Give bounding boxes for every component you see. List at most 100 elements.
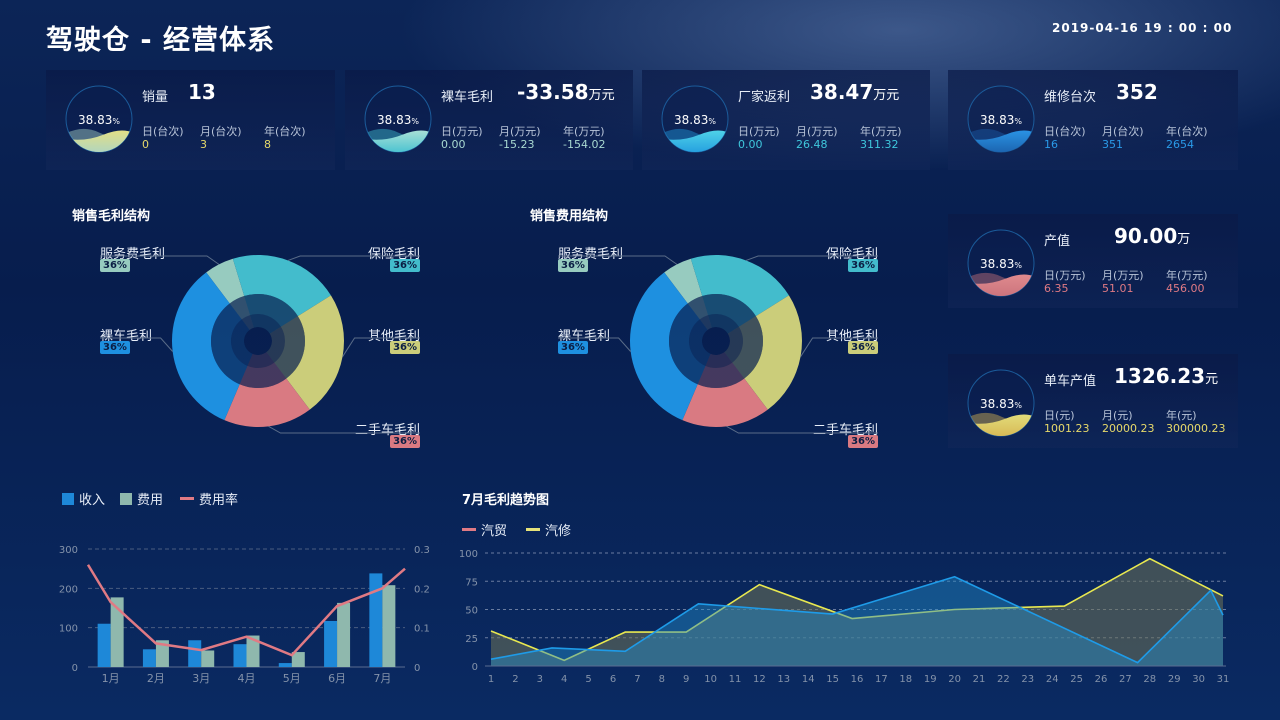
legend-label: 汽修 — [545, 524, 572, 539]
label-leader-line — [342, 337, 420, 357]
kpi-name: 单车产值 — [1044, 374, 1097, 389]
kpi-name: 产值 — [1044, 234, 1071, 249]
x-tick-label: 11 — [729, 674, 742, 685]
kpi-sub-label: 日(元) — [1044, 409, 1075, 422]
bar-cost[interactable] — [110, 597, 124, 667]
liquid-fill-gauge: 38.83% — [364, 85, 432, 153]
cost-rate-line[interactable] — [86, 564, 406, 657]
bar-cost[interactable] — [382, 585, 396, 667]
kpi-sub-label: 月(万元) — [1102, 269, 1144, 282]
pie-slice[interactable] — [206, 258, 254, 330]
bar-income[interactable] — [369, 573, 383, 667]
legend-cost[interactable]: 费用 — [120, 489, 163, 508]
x-tick-label: 8 — [659, 674, 665, 685]
kpi-sub-label: 年(台次) — [1166, 125, 1208, 138]
x-tick-label: 3 — [537, 674, 543, 685]
kpi-sub-value: 51.01 — [1102, 282, 1134, 295]
x-tick-label: 22 — [997, 674, 1010, 685]
kpi-sub-label: 年(台次) — [264, 125, 306, 138]
x-tick-label: 30 — [1192, 674, 1205, 685]
kpi-sub-value: 16 — [1044, 138, 1058, 151]
kpi-sub-label: 日(万元) — [1044, 269, 1086, 282]
bar-income[interactable] — [188, 640, 202, 667]
bar-cost[interactable] — [291, 652, 305, 667]
datetime: 2019-04-16 19 : 00 : 00 — [1052, 21, 1233, 35]
kpi-value: 38.47万元 — [810, 80, 900, 104]
pie-slice[interactable] — [690, 254, 789, 334]
line-qimao[interactable] — [490, 575, 1224, 664]
kpi-sub-label: 年(万元) — [563, 125, 605, 138]
kpi-sub-label: 月(台次) — [1102, 125, 1144, 138]
y2-tick-label: 0.1 — [414, 624, 430, 635]
bar-cost[interactable] — [155, 640, 169, 667]
kpi-sub-label: 月(万元) — [796, 125, 838, 138]
pie-slice[interactable] — [664, 258, 712, 330]
x-tick-label: 19 — [924, 674, 937, 685]
pie-label: 其他毛利 — [367, 329, 420, 344]
bar-income[interactable] — [97, 623, 111, 667]
kpi-sub-label: 月(台次) — [200, 125, 242, 138]
kpi-sub-value: -15.23 — [499, 138, 535, 151]
kpi-sub-value: 2654 — [1166, 138, 1194, 151]
legend-line — [526, 528, 540, 531]
x-tick-label: 27 — [1119, 674, 1132, 685]
x-tick-label: 10 — [704, 674, 717, 685]
pie-label: 其他毛利 — [825, 329, 878, 344]
kpi-sub-label: 日(万元) — [738, 125, 780, 138]
bar-income[interactable] — [324, 620, 338, 667]
bar-income[interactable] — [142, 649, 156, 667]
pie-badge: 36% — [390, 435, 420, 448]
kpi-sub-value: 0.00 — [738, 138, 763, 151]
pie-slice[interactable] — [266, 295, 344, 410]
x-tick-label: 4 — [561, 674, 567, 685]
pie-slice[interactable] — [724, 295, 802, 410]
pie-slice[interactable] — [630, 272, 711, 421]
pie-label: 裸车毛利 — [100, 329, 153, 344]
x-tick-label: 21 — [973, 674, 986, 685]
kpi-sub-value: 456.00 — [1166, 282, 1205, 295]
kpi-name: 销量 — [142, 90, 169, 105]
bar-cost[interactable] — [337, 602, 351, 667]
kpi-value: 90.00万 — [1114, 224, 1191, 248]
kpi-value: -33.58万元 — [517, 80, 615, 104]
kpi-sub-value: 6.35 — [1044, 282, 1069, 295]
legend-qixiu[interactable]: 汽修 — [526, 520, 571, 539]
kpi-value: 13 — [188, 80, 216, 104]
gauge-percent: 38.83% — [980, 257, 1022, 271]
bar-cost[interactable] — [246, 635, 260, 667]
legend-cost-rate[interactable]: 费用率 — [180, 489, 238, 508]
pie-badge: 36% — [390, 259, 420, 272]
x-tick-label: 4月 — [238, 672, 256, 685]
label-leader-line — [726, 425, 878, 434]
x-tick-label: 5 — [585, 674, 591, 685]
line-qixiu[interactable] — [490, 557, 1224, 662]
liquid-fill-gauge: 38.83% — [661, 85, 729, 153]
y-tick-label: 25 — [465, 634, 478, 645]
kpi-card: 38.83% 维修台次 352 日(台次) 16 月(台次) 351 年(台次) 2… — [948, 70, 1238, 170]
legend-label: 费用 — [137, 493, 164, 508]
legend-income[interactable]: 收入 — [62, 489, 105, 508]
area-fill — [491, 558, 1223, 666]
bar-income[interactable] — [233, 644, 247, 667]
pie-slice[interactable] — [682, 352, 768, 428]
trend-title: 7月毛利趋势图 — [462, 493, 550, 508]
pie-slice[interactable] — [172, 272, 253, 421]
kpi-sub-value: 0.00 — [441, 138, 466, 151]
label-leader-line — [558, 255, 678, 265]
pie-slice[interactable] — [224, 352, 310, 427]
gauge-percent: 38.83% — [980, 397, 1022, 411]
pie-label: 服务费毛利 — [558, 247, 624, 262]
label-leader-line — [800, 337, 878, 357]
pie-slice[interactable] — [232, 255, 331, 334]
legend-qimao[interactable]: 汽贸 — [462, 520, 507, 539]
liquid-fill-gauge: 38.83% — [65, 85, 133, 153]
kpi-card: 38.83% 裸车毛利 -33.58万元 日(万元) 0.00 月(万元) -15… — [345, 70, 633, 170]
kpi-sub-value: 26.48 — [796, 138, 828, 151]
x-tick-label: 18 — [899, 674, 912, 685]
pie-badge: 36% — [100, 341, 130, 354]
kpi-name: 厂家返利 — [738, 90, 791, 105]
gauge-percent: 38.83% — [78, 113, 120, 127]
bar-income[interactable] — [278, 663, 292, 667]
bar-cost[interactable] — [201, 650, 215, 667]
